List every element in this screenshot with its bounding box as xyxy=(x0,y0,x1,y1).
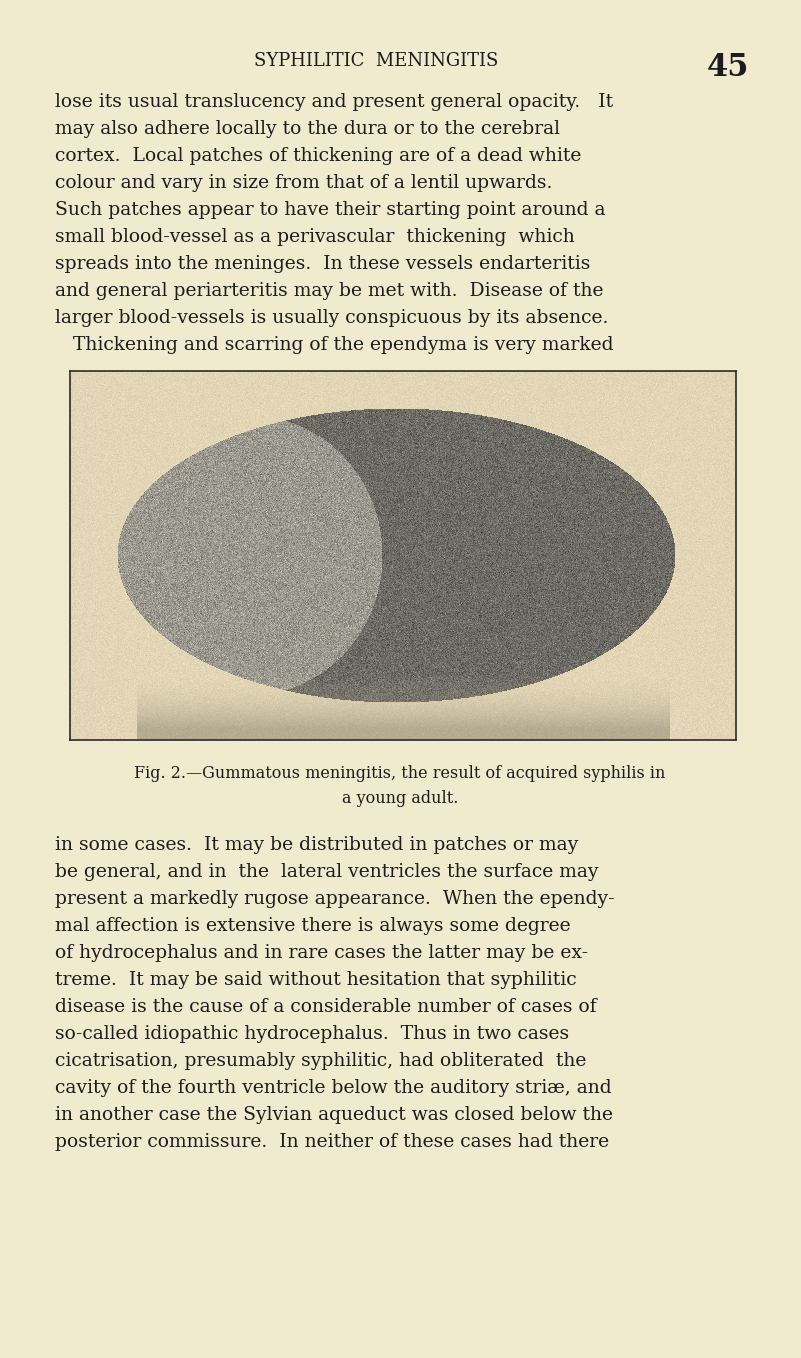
Text: be general, and in  the  lateral ventricles the surface may: be general, and in the lateral ventricle… xyxy=(55,862,598,881)
Text: may also adhere locally to the dura or to the cerebral: may also adhere locally to the dura or t… xyxy=(55,120,560,139)
Text: cicatrisation, presumably syphilitic, had obliterated  the: cicatrisation, presumably syphilitic, ha… xyxy=(55,1052,586,1070)
Text: small blood-vessel as a perivascular  thickening  which: small blood-vessel as a perivascular thi… xyxy=(55,228,575,246)
Text: present a markedly rugose appearance.  When the ependy-: present a markedly rugose appearance. Wh… xyxy=(55,889,614,909)
Text: in some cases.  It may be distributed in patches or may: in some cases. It may be distributed in … xyxy=(55,837,578,854)
Text: and general periarteritis may be met with.  Disease of the: and general periarteritis may be met wit… xyxy=(55,282,603,300)
Text: of hydrocephalus and in rare cases the latter may be ex-: of hydrocephalus and in rare cases the l… xyxy=(55,944,588,961)
Text: disease is the cause of a considerable number of cases of: disease is the cause of a considerable n… xyxy=(55,998,597,1016)
Text: colour and vary in size from that of a lentil upwards.: colour and vary in size from that of a l… xyxy=(55,174,553,191)
Text: so-called idiopathic hydrocephalus.  Thus in two cases: so-called idiopathic hydrocephalus. Thus… xyxy=(55,1025,570,1043)
Text: mal affection is extensive there is always some degree: mal affection is extensive there is alwa… xyxy=(55,917,570,936)
Text: cortex.  Local patches of thickening are of a dead white: cortex. Local patches of thickening are … xyxy=(55,147,582,166)
Text: SYPHILITIC  MENINGITIS: SYPHILITIC MENINGITIS xyxy=(254,52,499,71)
Text: a young adult.: a young adult. xyxy=(342,790,458,807)
Text: larger blood-vessels is usually conspicuous by its absence.: larger blood-vessels is usually conspicu… xyxy=(55,310,609,327)
Text: lose its usual translucency and present general opacity.   It: lose its usual translucency and present … xyxy=(55,92,613,111)
Text: treme.  It may be said without hesitation that syphilitic: treme. It may be said without hesitation… xyxy=(55,971,577,989)
Text: spreads into the meninges.  In these vessels endarteritis: spreads into the meninges. In these vess… xyxy=(55,255,590,273)
Text: 45: 45 xyxy=(706,52,749,83)
Text: in another case the Sylvian aqueduct was closed below the: in another case the Sylvian aqueduct was… xyxy=(55,1105,613,1124)
Text: cavity of the fourth ventricle below the auditory striæ, and: cavity of the fourth ventricle below the… xyxy=(55,1080,612,1097)
Text: Such patches appear to have their starting point around a: Such patches appear to have their starti… xyxy=(55,201,606,219)
Text: Fig. 2.—Gummatous meningitis, the result of acquired syphilis in: Fig. 2.—Gummatous meningitis, the result… xyxy=(135,765,666,782)
Text: Thickening and scarring of the ependyma is very marked: Thickening and scarring of the ependyma … xyxy=(55,335,614,354)
Text: posterior commissure.  In neither of these cases had there: posterior commissure. In neither of thes… xyxy=(55,1133,609,1152)
